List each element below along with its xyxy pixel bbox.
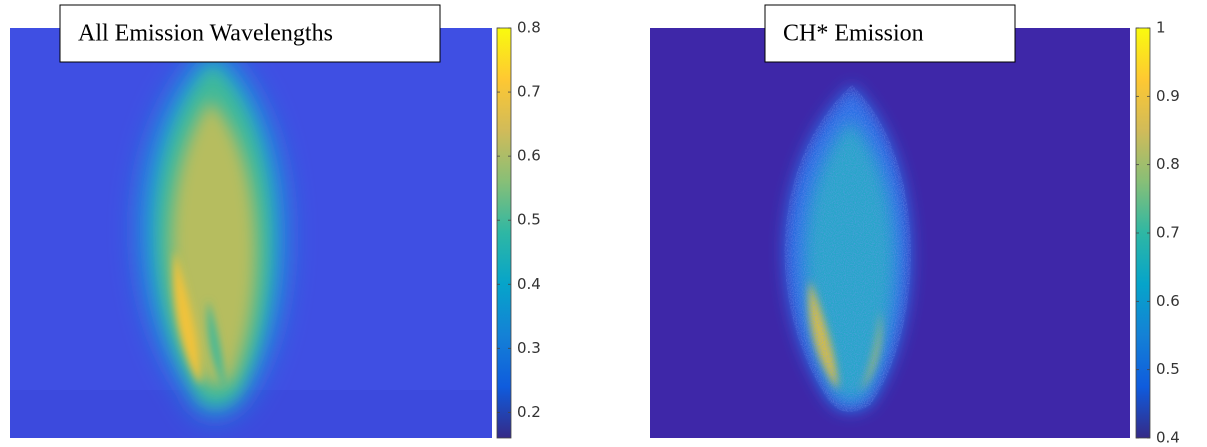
colorbar-tick-label: 0.2 [517, 403, 541, 421]
colorbar [496, 27, 512, 439]
title-box [59, 4, 441, 63]
colorbar-tick-label: 0.5 [517, 211, 541, 229]
colorbar-tick-label: 0.8 [517, 19, 541, 37]
colorbar-tick-label: 0.4 [517, 275, 541, 293]
colorbar-tick-label: 1 [1156, 19, 1166, 37]
colorbar-tick-label: 0.4 [1156, 429, 1180, 447]
colorbar-tick-label: 0.6 [517, 147, 541, 165]
image-all-emission [10, 28, 492, 438]
colorbar-tick-label: 0.8 [1156, 155, 1180, 173]
image-ch-emission [650, 28, 1130, 438]
title-box [764, 4, 1016, 63]
colorbar-tick-label: 0.7 [1156, 224, 1180, 242]
colorbar-tick-label: 0.6 [1156, 292, 1180, 310]
colorbar-tick-label: 0.5 [1156, 360, 1180, 378]
colorbar-tick-label: 0.7 [517, 83, 541, 101]
colorbar-tick-label: 0.9 [1156, 87, 1180, 105]
chart-title: All Emission Wavelengths [78, 21, 333, 47]
chart-title: CH* Emission [783, 21, 924, 47]
colorbar-tick-label: 0.3 [517, 339, 541, 357]
